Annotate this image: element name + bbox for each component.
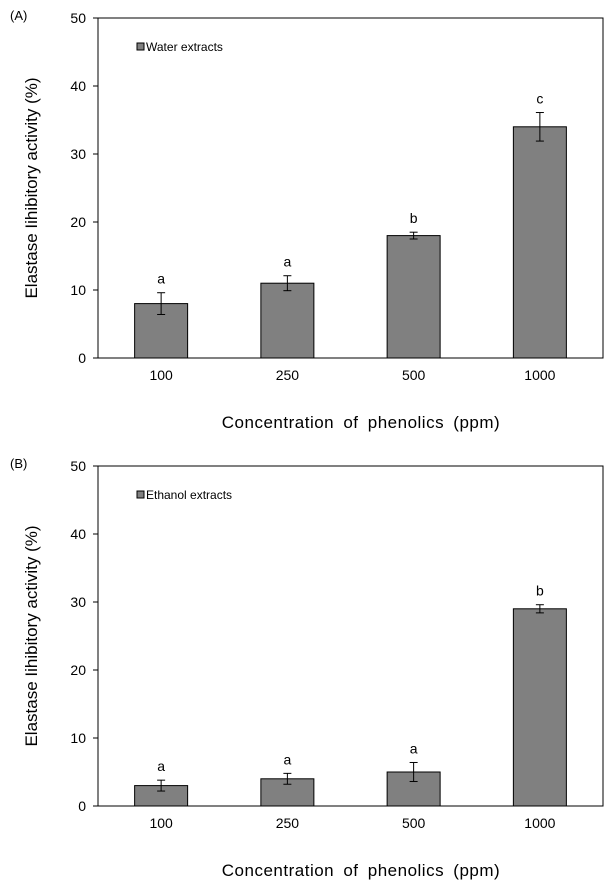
- significance-letter: a: [283, 254, 291, 270]
- bar: [386, 235, 441, 359]
- y-tick-label: 0: [78, 798, 86, 814]
- y-tick-label: 10: [70, 282, 86, 298]
- x-tick-label: 500: [402, 815, 426, 831]
- y-tick-label: 10: [70, 730, 86, 746]
- legend-label: Water extracts: [146, 40, 223, 54]
- x-tick-label: 250: [276, 367, 300, 383]
- significance-letter: a: [283, 751, 291, 767]
- x-tick-label: 250: [276, 815, 300, 831]
- plot-frame: [97, 17, 604, 359]
- panel-label: (B): [10, 456, 27, 471]
- significance-letter: b: [536, 583, 544, 599]
- y-axis-label: Elastase Iihibitory activity (%): [22, 525, 41, 746]
- significance-letter: c: [536, 91, 543, 107]
- significance-letter: a: [410, 740, 418, 756]
- legend-swatch: [136, 490, 145, 499]
- y-tick-label: 50: [70, 458, 86, 474]
- y-axis-label: Elastase Iihibitory activity (%): [22, 77, 41, 298]
- bar: [512, 126, 567, 359]
- significance-letter: a: [157, 758, 165, 774]
- bar-chart-a: (A) 0 10 20 30 40 50 Elastase Iihibitory activi…: [10, 8, 604, 432]
- x-tick-label: 500: [402, 367, 426, 383]
- significance-letter: b: [410, 210, 418, 226]
- significance-letter: a: [157, 271, 165, 287]
- chart-panel-b: (B) 0 10 20 30 40 50 Elastase Iihibitory activi…: [0, 448, 615, 895]
- y-tick-label: 40: [70, 526, 86, 542]
- y-tick-label: 30: [70, 594, 86, 610]
- panel-label: (A): [10, 8, 27, 23]
- bar-chart-b: (B) 0 10 20 30 40 50 Elastase Iihibitory activi…: [10, 456, 604, 880]
- bar: [512, 608, 567, 807]
- x-axis-label: Concentration of phenolics (ppm): [222, 413, 500, 432]
- x-tick-label: 1000: [524, 815, 555, 831]
- y-tick-label: 20: [70, 662, 86, 678]
- y-tick-label: 0: [78, 350, 86, 366]
- y-tick-label: 30: [70, 146, 86, 162]
- chart-panel-a: (A) 0 10 20 30 40 50 Elastase Iihibitory activi…: [0, 0, 615, 447]
- x-tick-label: 100: [149, 815, 173, 831]
- x-tick-label: 1000: [524, 367, 555, 383]
- bar: [260, 282, 315, 359]
- legend-swatch: [136, 42, 145, 51]
- x-tick-label: 100: [149, 367, 173, 383]
- plot-frame: [97, 465, 604, 807]
- y-tick-label: 50: [70, 10, 86, 26]
- x-axis-label: Concentration of phenolics (ppm): [222, 861, 500, 880]
- legend-label: Ethanol extracts: [146, 488, 232, 502]
- y-tick-label: 40: [70, 78, 86, 94]
- y-tick-label: 20: [70, 214, 86, 230]
